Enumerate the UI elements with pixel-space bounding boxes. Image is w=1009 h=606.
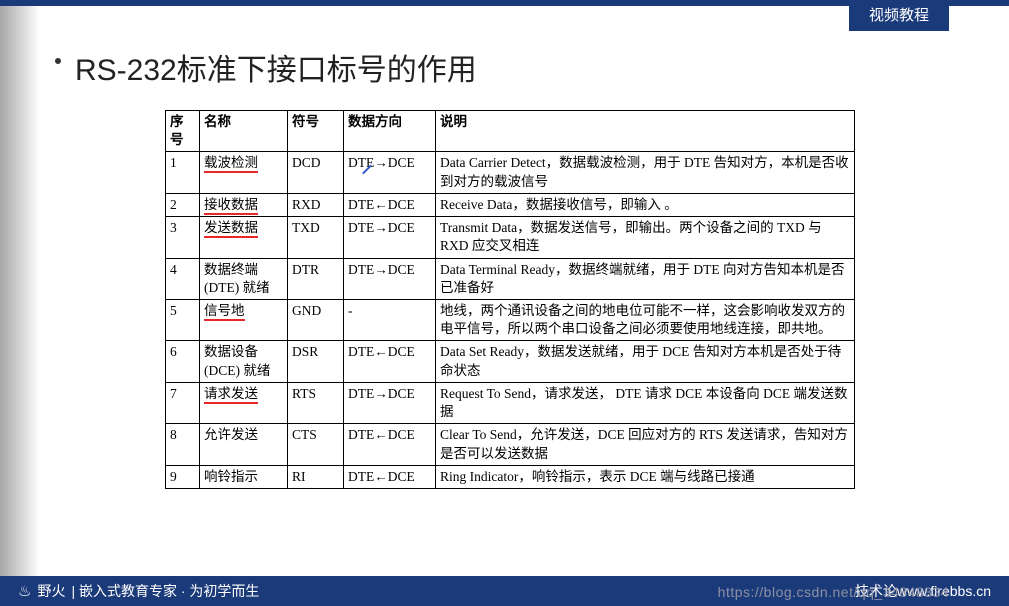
table-row: 8允许发送CTSDTE←DCEClear To Send，允许发送，DCE 回应… [166, 424, 855, 465]
cell-name: 数据终端 (DTE) 就绪 [200, 258, 288, 299]
cell-direction: DTE←DCE [344, 424, 436, 465]
cell-symbol: TXD [288, 217, 344, 258]
top-tab: 视频教程 [849, 0, 949, 31]
cell-name: 载波检测 [200, 152, 288, 193]
cell-description: Transmit Data，数据发送信号，即输出。两个设备之间的 TXD 与 R… [436, 217, 855, 258]
cell-description: Data Carrier Detect，数据载波检测，用于 DTE 告知对方，本… [436, 152, 855, 193]
cell-symbol: RI [288, 465, 344, 488]
cell-direction: DTE←DCE [344, 465, 436, 488]
title-bullet [55, 58, 61, 64]
cell-direction: DTE←DCE [344, 193, 436, 216]
cell-index: 8 [166, 424, 200, 465]
table-row: 7请求发送RTSDTE→DCERequest To Send，请求发送， DTE… [166, 382, 855, 423]
table-header-row: 序号 名称 符号 数据方向 说明 [166, 111, 855, 152]
table-row: 9响铃指示RIDTE←DCERing Indicator，响铃指示，表示 DCE… [166, 465, 855, 488]
cell-description: Data Set Ready，数据发送就绪，用于 DCE 告知对方本机是否处于待… [436, 341, 855, 382]
cell-symbol: GND [288, 299, 344, 340]
flame-icon: ♨ [18, 582, 31, 600]
cell-index: 9 [166, 465, 200, 488]
cell-direction: DTE→DCE [344, 152, 436, 193]
cell-direction: DTE→DCE [344, 382, 436, 423]
cell-name: 数据设备 (DCE) 就绪 [200, 341, 288, 382]
cell-symbol: DSR [288, 341, 344, 382]
table-row: 3发送数据TXDDTE→DCETransmit Data，数据发送信号，即输出。… [166, 217, 855, 258]
cell-description: Clear To Send，允许发送，DCE 回应对方的 RTS 发送请求，告知… [436, 424, 855, 465]
footer-slogan: | 嵌入式教育专家 · 为初学而生 [71, 581, 259, 601]
cell-index: 7 [166, 382, 200, 423]
cell-symbol: DCD [288, 152, 344, 193]
table-row: 4数据终端 (DTE) 就绪DTRDTE→DCEData Terminal Re… [166, 258, 855, 299]
cell-direction: DTE←DCE [344, 341, 436, 382]
cell-direction: - [344, 299, 436, 340]
rs232-table: 序号 名称 符号 数据方向 说明 1载波检测DCDDTE→DCEData Car… [165, 110, 855, 489]
table-row: 2接收数据RXDDTE←DCEReceive Data，数据接收信号，即输入 。 [166, 193, 855, 216]
cell-name: 响铃指示 [200, 465, 288, 488]
cell-index: 1 [166, 152, 200, 193]
col-header-description: 说明 [436, 111, 855, 152]
cell-name: 请求发送 [200, 382, 288, 423]
cell-description: Ring Indicator，响铃指示，表示 DCE 端与线路已接通 [436, 465, 855, 488]
cell-index: 2 [166, 193, 200, 216]
table-row: 5信号地GND-地线，两个通讯设备之间的地电位可能不一样，这会影响收发双方的电平… [166, 299, 855, 340]
cell-name: 发送数据 [200, 217, 288, 258]
left-vignette [0, 0, 40, 606]
cell-direction: DTE→DCE [344, 217, 436, 258]
table-row: 6数据设备 (DCE) 就绪DSRDTE←DCEData Set Ready，数… [166, 341, 855, 382]
cell-index: 5 [166, 299, 200, 340]
cell-description: Data Terminal Ready，数据终端就绪，用于 DTE 向对方告知本… [436, 258, 855, 299]
col-header-symbol: 符号 [288, 111, 344, 152]
cell-symbol: CTS [288, 424, 344, 465]
col-header-index: 序号 [166, 111, 200, 152]
cell-symbol: RTS [288, 382, 344, 423]
col-header-name: 名称 [200, 111, 288, 152]
cell-symbol: RXD [288, 193, 344, 216]
cell-name: 接收数据 [200, 193, 288, 216]
page-title: RS-232标准下接口标号的作用 [75, 45, 477, 89]
rs232-table-wrap: 序号 名称 符号 数据方向 说明 1载波检测DCDDTE→DCEData Car… [165, 110, 855, 489]
cell-symbol: DTR [288, 258, 344, 299]
cell-index: 4 [166, 258, 200, 299]
cell-description: Request To Send，请求发送， DTE 请求 DCE 本设备向 DC… [436, 382, 855, 423]
footer-brand: 野火 [37, 581, 65, 601]
footer-left: ♨ 野火 | 嵌入式教育专家 · 为初学而生 [18, 581, 259, 601]
cell-index: 3 [166, 217, 200, 258]
cell-name: 信号地 [200, 299, 288, 340]
watermark-text: https://blog.csdn.net/qq_34848334 [718, 584, 949, 600]
cell-name: 允许发送 [200, 424, 288, 465]
col-header-direction: 数据方向 [344, 111, 436, 152]
cell-direction: DTE→DCE [344, 258, 436, 299]
cell-index: 6 [166, 341, 200, 382]
cell-description: 地线，两个通讯设备之间的地电位可能不一样，这会影响收发双方的电平信号，所以两个串… [436, 299, 855, 340]
table-row: 1载波检测DCDDTE→DCEData Carrier Detect，数据载波检… [166, 152, 855, 193]
cell-description: Receive Data，数据接收信号，即输入 。 [436, 193, 855, 216]
